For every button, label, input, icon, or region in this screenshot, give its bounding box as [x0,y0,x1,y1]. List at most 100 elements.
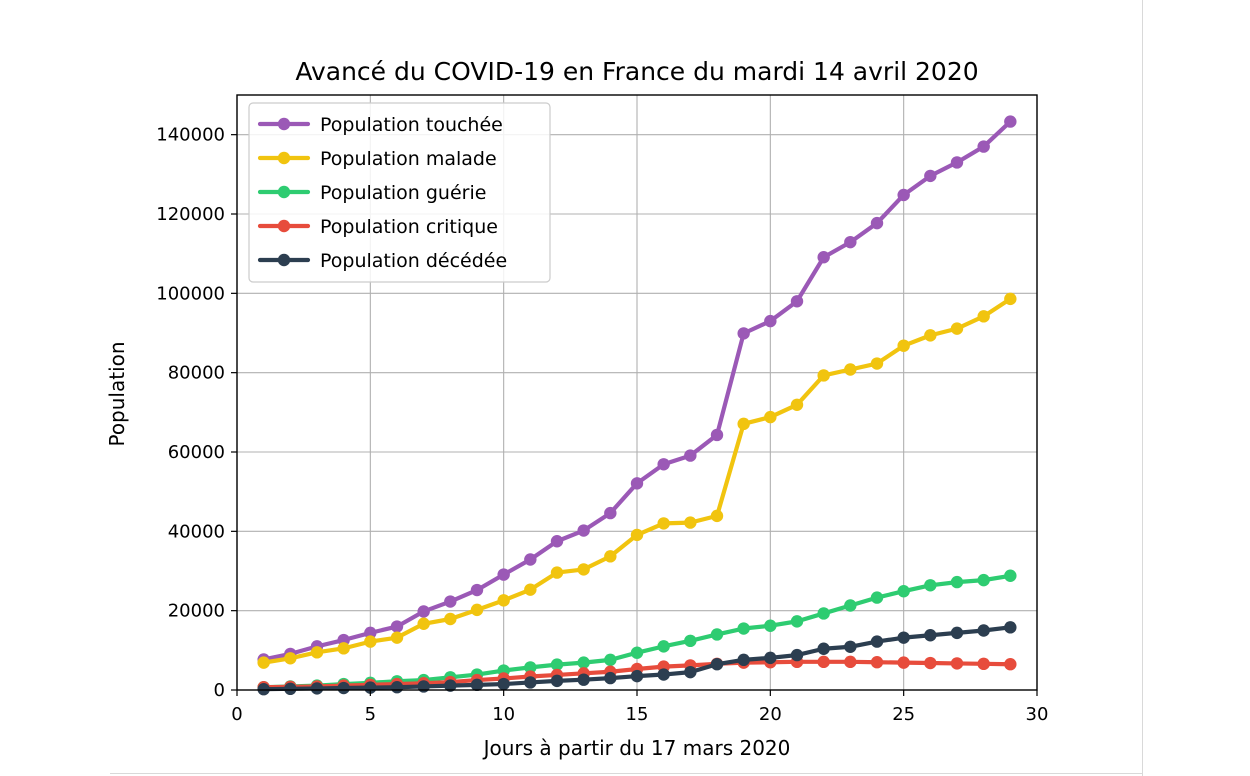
data-point [764,619,777,632]
data-point [310,682,324,695]
data-point [737,327,750,340]
data-point [950,575,964,589]
x-tick-label: 10 [492,704,515,725]
data-point [390,681,404,694]
data-point [897,585,910,598]
data-point [657,668,670,681]
legend-swatch-marker [277,219,291,233]
legend-label: Population décédée [320,250,507,272]
y-tick-label: 140000 [156,125,225,146]
legend-item: Population malade [257,148,497,170]
legend-label: Population critique [320,216,498,238]
legend-swatch-marker [277,117,291,131]
data-point [924,169,937,183]
data-point [604,506,617,520]
data-point [950,156,964,169]
data-point [524,553,537,566]
data-point [737,653,750,667]
data-point [337,642,350,655]
y-tick-label: 20000 [168,601,225,622]
data-point [524,583,537,596]
data-point [390,620,404,633]
y-axis-label: Population [105,341,129,446]
legend: Population touchée Population malade Popul… [248,102,551,283]
data-point [710,428,724,442]
legend-item: Population critique [257,216,498,238]
series-population-decedee [257,621,1017,696]
y-tick-label: 0 [214,680,225,701]
data-point [924,656,937,670]
tick-layer: 0 5 10 15 20 25 30 0 20000 40000 60000 80000 100000 1… [156,125,1048,725]
legend-label: Population touchée [320,114,503,136]
data-point [577,524,590,537]
data-point [817,369,830,382]
data-point [710,628,724,641]
data-point [1004,115,1017,128]
data-point [364,626,377,640]
data-point [364,635,377,648]
data-point [444,595,457,608]
data-point [604,550,617,563]
data-point [870,357,884,370]
data-point [577,673,590,686]
data-point [1004,292,1017,306]
data-point [657,640,670,653]
data-point [550,658,564,671]
data-point [284,652,297,665]
data-point [1004,658,1017,671]
data-point [417,680,430,693]
y-tick-label: 120000 [156,204,225,225]
data-point [924,329,937,342]
data-point [550,674,564,688]
data-point [684,449,697,462]
x-tick-label: 20 [759,704,782,725]
data-point [977,657,990,671]
bottom-frame-line [110,773,1142,774]
y-tick-label: 40000 [168,521,225,542]
data-point [630,669,644,683]
data-point [710,509,724,523]
data-point [764,651,777,665]
data-point [764,314,777,328]
data-point [817,251,830,264]
right-frame-line [1142,0,1143,776]
data-point [790,398,804,411]
data-point [870,591,884,604]
x-axis-label: Jours à partir du 17 mars 2020 [482,736,791,760]
legend-swatch-marker [277,253,291,267]
legend-item: Population décédée [257,250,507,272]
data-point [550,535,564,548]
y-tick-label: 80000 [168,363,225,384]
data-point [844,235,857,249]
data-point [257,656,270,669]
data-point [657,517,670,530]
legend-item: Population guérie [257,182,486,204]
legend-box [248,102,551,283]
data-point [950,322,964,335]
data-point [977,310,990,323]
data-point [310,646,324,659]
data-point [577,656,590,669]
data-point [844,599,857,612]
data-point [257,683,270,696]
data-point [790,615,804,628]
data-point [817,655,830,669]
data-point [657,458,670,471]
data-point [577,563,590,576]
y-tick-label: 60000 [168,442,225,463]
data-point [897,656,910,669]
data-point [844,363,857,376]
x-tick-label: 5 [365,704,376,725]
data-point [977,573,990,587]
data-point [470,603,484,617]
data-point [444,679,457,692]
data-point [417,605,430,618]
data-point [977,624,990,637]
data-point [497,594,510,607]
data-point [390,631,404,644]
data-point [710,658,724,671]
data-point [737,417,750,431]
data-point [284,682,297,696]
data-point [524,676,537,689]
